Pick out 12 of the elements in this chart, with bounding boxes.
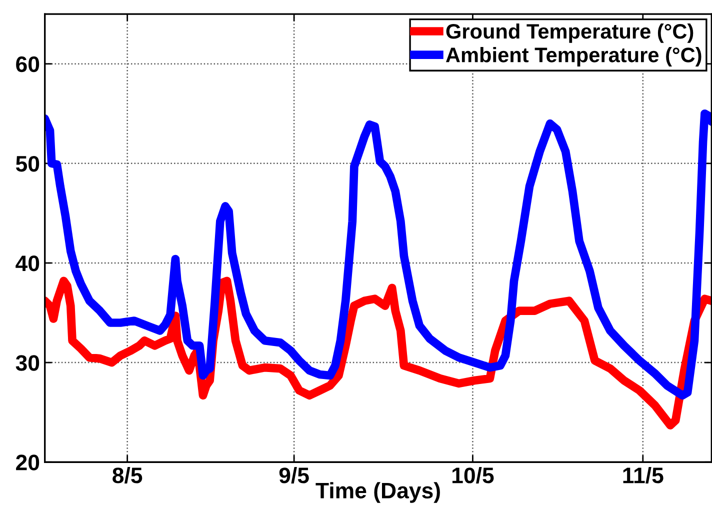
x-tick-label: 11/5	[623, 466, 664, 484]
y-tick-label: 20	[16, 454, 40, 470]
y-tick-label: 30	[16, 355, 40, 371]
legend-label: Ambient Temperature (°C)	[446, 47, 702, 66]
x-axis-title: Time (Days)	[316, 482, 440, 503]
y-tick-label: 50	[16, 156, 40, 172]
x-tick-label: 10/5	[452, 466, 494, 484]
y-tick-label: 60	[16, 56, 40, 72]
x-tick-label: 8/5	[112, 466, 142, 484]
legend-label: Ground Temperature (°C)	[446, 23, 694, 43]
x-tick-label: 9/5	[279, 466, 309, 484]
y-tick-label: 40	[16, 256, 40, 272]
